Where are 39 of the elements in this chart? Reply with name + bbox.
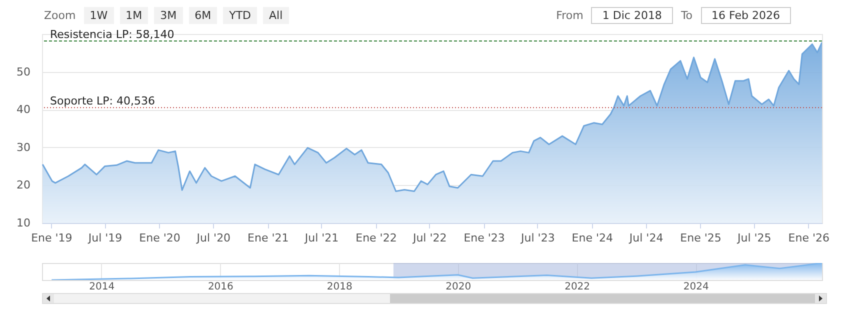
- zoom-button: 3M: [154, 6, 183, 24]
- zoom-button: 6M: [188, 6, 218, 24]
- zoom-button: All: [263, 6, 289, 24]
- x-tick-label: 2018: [326, 282, 352, 292]
- x-tick-label: Jul '22: [412, 232, 447, 244]
- x-tick-label: Jul '23: [520, 232, 555, 244]
- y-tick-label: 10: [16, 216, 30, 230]
- text: To: [680, 8, 694, 22]
- x-tick-label: Ene '24: [572, 232, 614, 244]
- y-tick-label: 20: [16, 178, 30, 192]
- ref-line-label: Resistencia LP: 58,140: [50, 28, 174, 42]
- date-field: 16 Feb 2026: [700, 6, 791, 24]
- x-tick-label: Jul '24: [628, 232, 664, 244]
- y-tick-label: 30: [16, 140, 30, 154]
- x-tick-label: Ene '23: [464, 232, 505, 244]
- x-tick-label: Ene '26: [788, 232, 830, 244]
- x-tick-label: Ene '20: [139, 232, 180, 244]
- x-tick-label: 2024: [683, 282, 709, 292]
- x-tick-label: Jul '21: [304, 232, 339, 244]
- y-tick-label: 40: [16, 103, 30, 116]
- ref-line-label: Soporte LP: 40,536: [50, 94, 155, 108]
- x-tick-label: Jul '25: [736, 232, 772, 244]
- date-field: 1 Dic 2018: [591, 6, 673, 24]
- x-tick-label: 2014: [89, 282, 115, 292]
- x-tick-label: 2022: [564, 282, 590, 292]
- text: From: [555, 8, 584, 22]
- zoom-button: 1W: [84, 6, 114, 24]
- x-tick-label: 2020: [446, 282, 472, 292]
- x-tick-label: Jul '20: [196, 232, 231, 244]
- x-tick-label: Ene '19: [31, 232, 72, 244]
- zoom-button: YTD: [223, 6, 258, 24]
- text: Zoom: [43, 8, 77, 22]
- zoom-button: 1M: [120, 6, 148, 24]
- x-tick-label: Ene '22: [356, 232, 397, 244]
- x-tick-label: Jul '19: [87, 232, 122, 244]
- x-tick-label: 2016: [208, 282, 234, 292]
- x-tick-label: Ene '25: [680, 232, 722, 244]
- x-tick-label: Ene '21: [248, 232, 289, 244]
- y-tick-label: 50: [16, 65, 30, 78]
